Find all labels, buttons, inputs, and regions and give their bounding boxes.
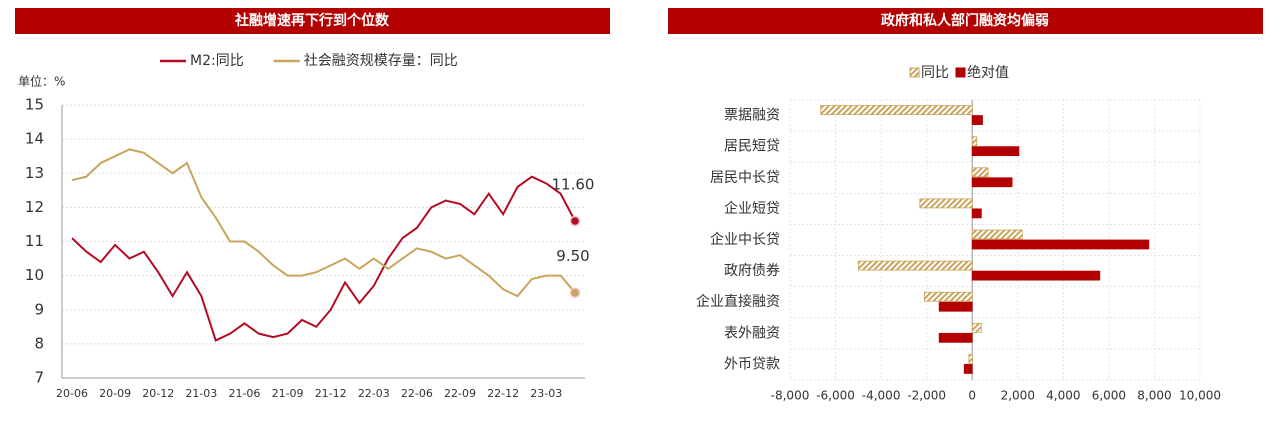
unit-label: 单位：%	[18, 74, 65, 89]
y-tick-label: 企业短贷	[724, 200, 780, 217]
y-tick-label: 企业直接融资	[696, 293, 780, 310]
legend-label: 绝对值	[967, 65, 1009, 81]
y-tick-label: 表外融资	[724, 325, 780, 341]
y-tick-label: 11	[25, 232, 44, 250]
x-tick-label: -4,000	[862, 389, 901, 403]
bar	[971, 146, 1020, 157]
bar	[971, 136, 978, 147]
y-tick-label: 企业中长贷	[710, 231, 780, 248]
bar	[968, 354, 973, 364]
y-tick-label: 居民中长贷	[710, 170, 780, 186]
bar	[971, 270, 1101, 281]
y-tick-label: 9	[34, 300, 44, 318]
legend-label: M2:同比	[190, 53, 244, 69]
bar	[820, 105, 973, 115]
x-tick-label: -6,000	[816, 389, 855, 403]
bar	[963, 364, 973, 374]
legend-label: 社会融资规模存量：同比	[304, 53, 458, 69]
legend-swatch	[909, 67, 920, 78]
x-tick-label: 20-12	[142, 387, 174, 400]
x-tick-label: 22-12	[487, 387, 519, 400]
x-tick-label: 21-03	[185, 387, 217, 400]
bar	[919, 198, 973, 209]
value-label: 9.50	[556, 247, 589, 265]
bar	[971, 177, 1013, 188]
y-tick-label: 10	[25, 266, 44, 284]
x-tick-label: 6,000	[1092, 389, 1126, 403]
bar	[938, 332, 973, 343]
x-tick-label: 21-09	[272, 387, 304, 400]
x-tick-label: 4,000	[1046, 389, 1080, 403]
x-tick-label: 21-12	[315, 387, 347, 400]
header-bar	[668, 8, 1263, 34]
x-tick-label: 10,000	[1179, 389, 1221, 403]
bar	[923, 291, 973, 302]
x-tick-label: -8,000	[771, 389, 810, 403]
x-tick-label: 2,000	[1001, 389, 1035, 403]
chart-title: 政府和私人部门融资均偏弱	[881, 12, 1049, 29]
x-tick-label: 22-03	[358, 387, 390, 400]
x-tick-label: 22-06	[401, 387, 433, 400]
y-tick-label: 居民短贷	[724, 139, 780, 155]
bar	[971, 229, 1023, 240]
value-label: 11.60	[552, 176, 595, 194]
bar	[971, 322, 982, 333]
legend-swatch	[955, 67, 966, 78]
y-tick-label: 8	[34, 334, 44, 352]
bar	[857, 260, 973, 271]
end-marker	[569, 287, 581, 298]
y-tick-label: 12	[25, 198, 44, 216]
y-tick-label: 外币贷款	[724, 356, 780, 372]
x-tick-label: 20-06	[56, 387, 88, 400]
header-bar	[15, 8, 610, 34]
x-tick-label: 22-09	[444, 387, 476, 400]
x-tick-label: 0	[968, 389, 976, 403]
bar	[971, 239, 1150, 250]
y-tick-label: 7	[34, 369, 44, 387]
x-tick-label: 8,000	[1137, 389, 1171, 403]
bar	[971, 115, 983, 125]
y-tick-label: 13	[25, 164, 44, 182]
y-tick-label: 政府债券	[724, 263, 780, 279]
bar	[971, 208, 982, 219]
end-marker	[569, 215, 581, 227]
series-line	[71, 175, 576, 342]
chart-title: 社融增速再下行到个位数	[234, 12, 390, 29]
bar	[971, 167, 989, 178]
series-line	[71, 148, 576, 298]
x-tick-label: 20-09	[99, 387, 131, 400]
x-tick-label: 23-03	[530, 387, 562, 400]
legend-label: 同比	[921, 65, 949, 81]
y-tick-label: 14	[25, 130, 44, 148]
x-tick-label: 21-06	[228, 387, 260, 400]
bar	[938, 301, 973, 312]
y-tick-label: 票据融资	[724, 108, 780, 124]
y-tick-label: 15	[25, 96, 44, 114]
x-tick-label: -2,000	[907, 389, 946, 403]
